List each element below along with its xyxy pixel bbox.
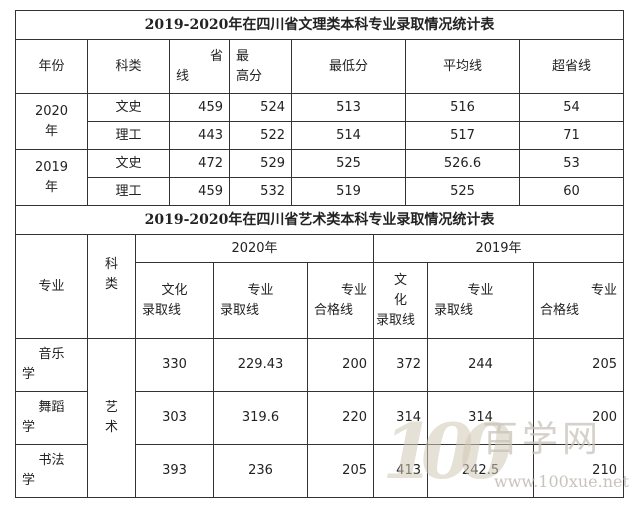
above-cell: 53 [518,149,625,178]
header-major-line-2020: 专业 录取线 [213,262,308,339]
culture-2019-cell: 372 [373,338,428,392]
category-cell: 艺 术 [87,338,136,498]
header-major-line-2019: 专业 录取线 [427,262,534,339]
category-cell: 理工 [87,121,170,150]
header-above-line: 超省线 [518,39,625,94]
category-cell: 理工 [87,177,170,206]
culture-2019-cell: 413 [373,444,428,498]
provincial-cell: 443 [169,121,230,150]
provincial-cell: 459 [169,93,230,122]
table-row: 书法 学 393 236 205 413 242.5 210 [15,444,624,498]
qualify-2019-cell: 205 [533,338,624,392]
provincial-cell: 459 [169,177,230,206]
lowest-cell: 525 [291,149,406,178]
major-2019-cell: 244 [427,338,534,392]
year-cell: 2019 年 [15,149,88,206]
average-cell: 525 [405,177,520,206]
above-cell: 71 [518,121,625,150]
header-culture-2019: 文 化 录取线 [373,262,428,339]
lowest-cell: 519 [291,177,406,206]
header-highest: 最 高分 [229,39,292,94]
lowest-cell: 513 [291,93,406,122]
year-cell: 2020 年 [15,93,88,150]
category-cell: 文史 [87,149,170,178]
header-year: 年份 [15,39,88,94]
page-content: 2019-2020年在四川省文理类本科专业录取情况统计表 年份 科类 省 线 最… [14,10,625,498]
culture-2020-cell: 393 [135,444,214,498]
table1-title: 2019-2020年在四川省文理类本科专业录取情况统计表 [14,10,625,40]
header-culture-2020: 文化 录取线 [135,262,214,339]
highest-cell: 529 [229,149,292,178]
table2-title: 2019-2020年在四川省艺术类本科专业录取情况统计表 [15,205,624,235]
average-cell: 526.6 [405,149,520,178]
qualify-2019-cell: 210 [533,444,624,498]
qualify-2020-cell: 205 [307,444,374,498]
major-2020-cell: 229.43 [213,338,308,392]
header-provincial-line: 省 线 [169,39,230,94]
header-category: 科类 [87,39,170,94]
provincial-cell: 472 [169,149,230,178]
qualify-2020-cell: 220 [307,391,374,445]
lowest-cell: 514 [291,121,406,150]
table-row: 2020 年 文史 459 524 513 516 54 [15,93,625,150]
average-cell: 517 [405,121,520,150]
header-year-2020: 2020年 [135,234,374,263]
highest-cell: 522 [229,121,292,150]
average-cell: 516 [405,93,520,122]
above-cell: 60 [518,177,625,206]
table-row: 理工 459 532 519 525 60 [16,177,625,206]
qualify-2020-cell: 200 [307,338,374,392]
above-cell: 54 [518,93,625,122]
major-2019-cell: 242.5 [427,444,534,498]
major-cell: 书法 学 [15,444,88,498]
header-average: 平均线 [405,39,520,94]
table-row: 理工 443 522 514 517 71 [16,121,625,150]
header-year-2019: 2019年 [373,234,624,263]
admission-table-liberal-science: 2019-2020年在四川省文理类本科专业录取情况统计表 年份 科类 省 线 最… [14,10,625,206]
table-row: 舞蹈 学 303 319.6 220 314 314 200 [15,391,624,445]
header-major: 专业 [15,234,88,339]
culture-2020-cell: 330 [135,338,214,392]
table-row: 音乐 学 艺 术 330 229.43 200 372 244 205 [15,338,624,498]
major-cell: 舞蹈 学 [15,391,88,445]
culture-2019-cell: 314 [373,391,428,445]
header-qualify-2019: 专业 合格线 [533,262,624,339]
table-row: 2019 年 文史 472 529 525 526.6 53 [15,149,625,206]
header-qualify-2020: 专业 合格线 [307,262,374,339]
admission-table-arts: 2019-2020年在四川省艺术类本科专业录取情况统计表 专业 科 类 2020… [15,205,624,498]
major-2020-cell: 236 [213,444,308,498]
qualify-2019-cell: 200 [533,391,624,445]
culture-2020-cell: 303 [135,391,214,445]
header-lowest: 最低分 [291,39,406,94]
major-cell: 音乐 学 [15,338,88,392]
highest-cell: 532 [229,177,292,206]
highest-cell: 524 [229,93,292,122]
major-2019-cell: 314 [427,391,534,445]
major-2020-cell: 319.6 [213,391,308,445]
category-cell: 文史 [87,93,170,122]
header-category: 科 类 [87,234,136,339]
